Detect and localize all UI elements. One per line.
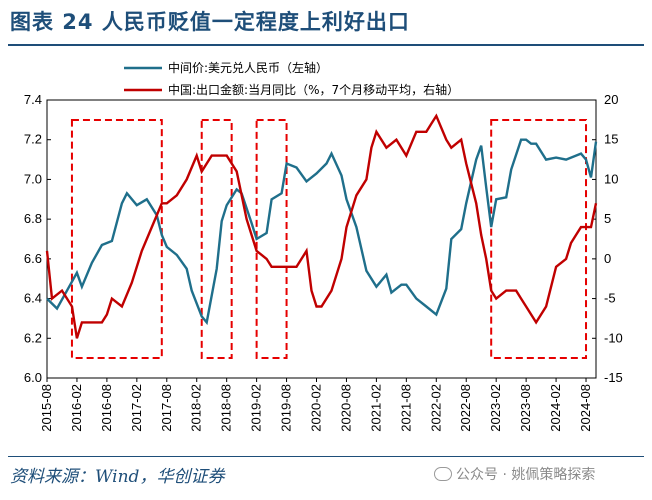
footer-divider xyxy=(8,456,644,457)
highlight-box xyxy=(70,119,163,359)
left-tick-label: 6.4 xyxy=(24,291,42,306)
highlight-box xyxy=(200,119,233,359)
title-divider xyxy=(8,44,644,46)
x-tick-label: 2022-08 xyxy=(458,384,473,432)
x-tick-label: 2023-02 xyxy=(488,384,503,432)
right-tick-label: -5 xyxy=(604,291,616,306)
x-tick-label: 2016-08 xyxy=(99,384,114,432)
left-tick-label: 6.0 xyxy=(24,370,42,385)
x-tick-label: 2015-08 xyxy=(39,384,54,432)
right-tick-label: 5 xyxy=(604,211,611,226)
left-tick-label: 7.0 xyxy=(24,171,42,186)
right-tick-label: -10 xyxy=(604,330,623,345)
right-tick-label: 10 xyxy=(604,171,618,186)
x-tick-label: 2024-08 xyxy=(578,384,593,432)
figure-title: 图表 24 人民币贬值一定程度上利好出口 xyxy=(10,10,410,34)
x-tick-label: 2017-02 xyxy=(129,384,144,432)
right-tick-label: 15 xyxy=(604,132,618,147)
left-tick-label: 7.4 xyxy=(24,92,42,107)
x-tick-label: 2018-02 xyxy=(189,384,204,432)
left-tick-label: 6.8 xyxy=(24,211,42,226)
wechat-icon xyxy=(434,467,452,481)
left-tick-label: 7.2 xyxy=(24,132,42,147)
watermark-text: 公众号 · 姚佩策略探索 xyxy=(456,467,596,483)
watermark: 公众号 · 姚佩策略探索 xyxy=(434,464,595,484)
source-note: 资料来源：Wind，华创证券 xyxy=(10,467,225,487)
highlight-box xyxy=(490,119,588,359)
highlight-boxes xyxy=(70,119,588,359)
series-line-export-yoy xyxy=(45,113,598,339)
legend-label-export: 中国:出口金额:当月同比（%，7个月移动平均，右轴） xyxy=(168,82,459,97)
x-tick-label: 2019-02 xyxy=(249,384,264,432)
plot-frame xyxy=(46,99,597,379)
x-tick-label: 2016-02 xyxy=(69,384,84,432)
left-tick-label: 6.6 xyxy=(24,251,42,266)
x-tick-label: 2023-08 xyxy=(518,384,533,432)
x-tick-label: 2018-08 xyxy=(219,384,234,432)
x-tick-label: 2019-08 xyxy=(279,384,294,432)
left-axis-ticks: 6.0 6.2 6.4 6.6 6.8 7.0 7.2 7.4 xyxy=(24,92,51,385)
right-tick-label: -15 xyxy=(604,370,623,385)
x-tick-label: 2017-08 xyxy=(159,384,174,432)
x-tick-label: 2020-08 xyxy=(338,384,353,432)
series-line-usdcny xyxy=(46,138,598,326)
right-tick-label: 20 xyxy=(604,92,618,107)
highlight-box xyxy=(255,119,288,359)
x-tick-label: 2021-02 xyxy=(368,384,383,432)
right-axis-ticks: -15 -10 -5 0 5 10 15 20 xyxy=(592,92,623,385)
x-tick-label: 2024-02 xyxy=(548,384,563,432)
left-tick-label: 6.2 xyxy=(24,330,42,345)
x-axis-ticks: 2015-08 2016-02 2016-08 2017-02 2017-08 2018-… xyxy=(39,378,593,432)
legend: 中间价:美元兑人民币（左轴） 中国:出口金额:当月同比（%，7个月移动平均，右轴… xyxy=(124,60,459,97)
x-tick-label: 2022-02 xyxy=(428,384,443,432)
x-tick-label: 2021-08 xyxy=(398,384,413,432)
x-tick-label: 2020-02 xyxy=(309,384,324,432)
right-tick-label: 0 xyxy=(604,251,611,266)
legend-label-usdcny: 中间价:美元兑人民币（左轴） xyxy=(168,60,328,75)
